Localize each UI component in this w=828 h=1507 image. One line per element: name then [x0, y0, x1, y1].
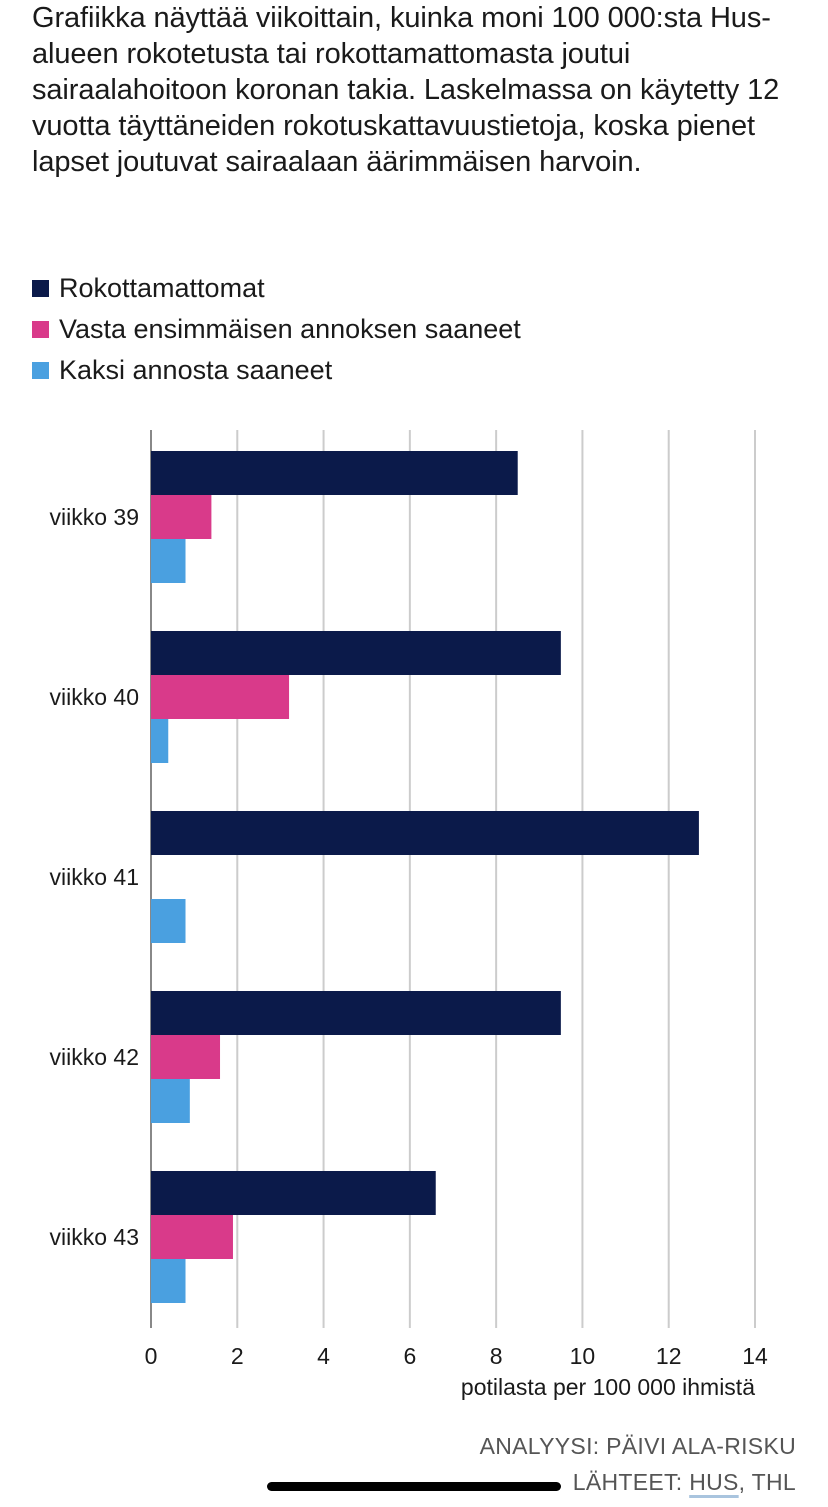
sources-prefix: LÄHTEET:: [572, 1469, 690, 1495]
bar: [151, 451, 518, 495]
legend: Rokottamattomat Vasta ensimmäisen annoks…: [32, 268, 521, 391]
legend-item-two-doses: Kaksi annosta saaneet: [32, 350, 521, 391]
analysis-credit: ANALYYSI: PÄIVI ALA-RISKU: [479, 1433, 796, 1459]
bar: [151, 899, 186, 943]
category-label: viikko 39: [50, 504, 139, 530]
x-tick-labels: 0 2 4 6 8 10 12 14: [145, 1343, 768, 1369]
bar: [151, 991, 561, 1035]
category-label: viikko 42: [50, 1044, 139, 1070]
bar: [151, 1079, 190, 1123]
bar: [151, 1035, 221, 1079]
bar: [151, 539, 186, 583]
legend-swatch-two-doses: [32, 362, 49, 379]
legend-label-first-dose: Vasta ensimmäisen annoksen saaneet: [59, 314, 521, 344]
bar: [151, 495, 212, 539]
x-tick-label: 10: [570, 1343, 596, 1369]
home-indicator[interactable]: [267, 1482, 561, 1491]
bar: [151, 1215, 233, 1259]
x-axis-title: potilasta per 100 000 ihmistä: [461, 1374, 755, 1400]
x-tick-label: 0: [145, 1343, 158, 1369]
category-label: viikko 40: [50, 684, 139, 710]
legend-swatch-first-dose: [32, 321, 49, 338]
bar: [151, 675, 290, 719]
category-labels: viikko 39 viikko 40 viikko 41 viikko 42 viik…: [50, 504, 139, 1250]
category-label: viikko 43: [50, 1224, 139, 1250]
credits: ANALYYSI: PÄIVI ALA-RISKU LÄHTEET: HUS, …: [480, 1428, 796, 1500]
x-tick-label: 6: [403, 1343, 416, 1369]
bar: [151, 719, 169, 763]
gridlines: [150, 430, 756, 1328]
bar: [151, 811, 699, 855]
chart-description: Grafiikka näyttää viikoittain, kuinka mo…: [32, 2, 780, 178]
legend-label-unvaccinated: Rokottamattomat: [59, 273, 265, 303]
sources-link-hus[interactable]: HUS: [689, 1469, 739, 1495]
legend-item-unvaccinated: Rokottamattomat: [32, 268, 521, 309]
bars: [151, 451, 699, 1303]
x-tick-label: 12: [656, 1343, 682, 1369]
legend-swatch-unvaccinated: [32, 280, 49, 297]
x-tick-label: 8: [490, 1343, 503, 1369]
category-label: viikko 41: [50, 864, 139, 890]
bar-chart: viikko 39 viikko 40 viikko 41 viikko 42 viik…: [50, 430, 768, 1400]
x-tick-label: 2: [231, 1343, 244, 1369]
legend-label-two-doses: Kaksi annosta saaneet: [59, 355, 333, 385]
sources-credit: LÄHTEET: HUS, THL: [480, 1464, 796, 1500]
bar: [151, 631, 561, 675]
legend-item-first-dose: Vasta ensimmäisen annoksen saaneet: [32, 309, 521, 350]
bar: [151, 1171, 436, 1215]
x-tick-label: 4: [317, 1343, 330, 1369]
sources-rest: , THL: [738, 1469, 796, 1495]
bar: [151, 1259, 186, 1303]
x-tick-label: 14: [742, 1343, 768, 1369]
